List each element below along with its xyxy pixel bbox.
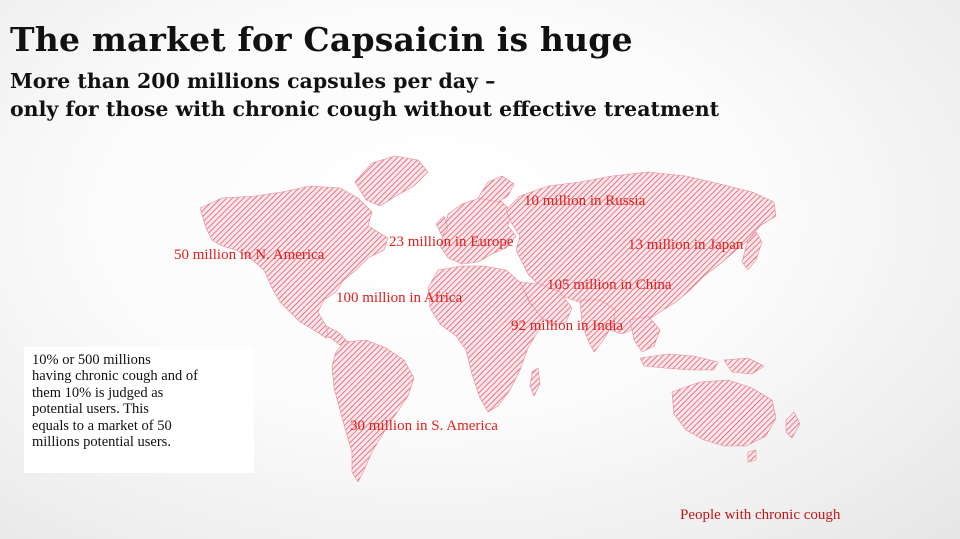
label-russia: 10 million in Russia — [524, 193, 646, 209]
australia-shape — [671, 379, 777, 447]
label-south-america: 30 million in S. America — [350, 418, 498, 434]
info-line: millions potential users. — [32, 434, 171, 451]
info-line: equals to a market of 50 — [32, 417, 172, 434]
new-guinea-shape — [723, 357, 765, 375]
label-china: 105 million in China — [547, 277, 672, 293]
scandinavia-shape — [477, 175, 515, 203]
subtitle-line-1: More than 200 millions capsules per day … — [10, 69, 496, 93]
greenland-shape — [354, 155, 429, 207]
asia-shape — [505, 171, 777, 335]
label-africa: 100 million in Africa — [336, 290, 463, 306]
label-europe: 23 million in Europe — [389, 234, 514, 250]
europe-shape — [439, 197, 517, 265]
info-line: 10% or 500 millions — [32, 352, 151, 368]
label-north-america: 50 million in N. America — [174, 247, 325, 263]
label-japan: 13 million in Japan — [628, 237, 744, 253]
south-america-shape — [331, 339, 415, 483]
north-america-shape — [199, 185, 389, 339]
info-box: 10% or 500 millions having chronic cough… — [24, 347, 254, 473]
info-line: potential users. This — [32, 401, 149, 418]
label-india: 92 million in India — [511, 318, 624, 334]
india-shape — [579, 299, 617, 353]
indonesia-shape — [639, 353, 719, 371]
southeast-asia-shape — [629, 315, 661, 353]
subtitle-line-2: only for those with chronic cough withou… — [10, 97, 720, 121]
tasmania-shape — [747, 449, 757, 463]
africa-shape — [427, 265, 547, 413]
legend-label: People with chronic cough — [680, 507, 841, 523]
arabia-shape — [519, 281, 573, 327]
japan-shape — [741, 231, 763, 271]
slide-subtitle: More than 200 millions capsules per day … — [10, 67, 719, 123]
info-line: them 10% is judged as — [32, 384, 164, 401]
slide-title: The market for Capsaicin is huge — [10, 20, 633, 59]
madagascar-shape — [529, 367, 541, 397]
info-line: having chronic cough and of — [32, 368, 198, 385]
uk-shape — [435, 215, 449, 237]
new-zealand-shape — [785, 411, 801, 439]
